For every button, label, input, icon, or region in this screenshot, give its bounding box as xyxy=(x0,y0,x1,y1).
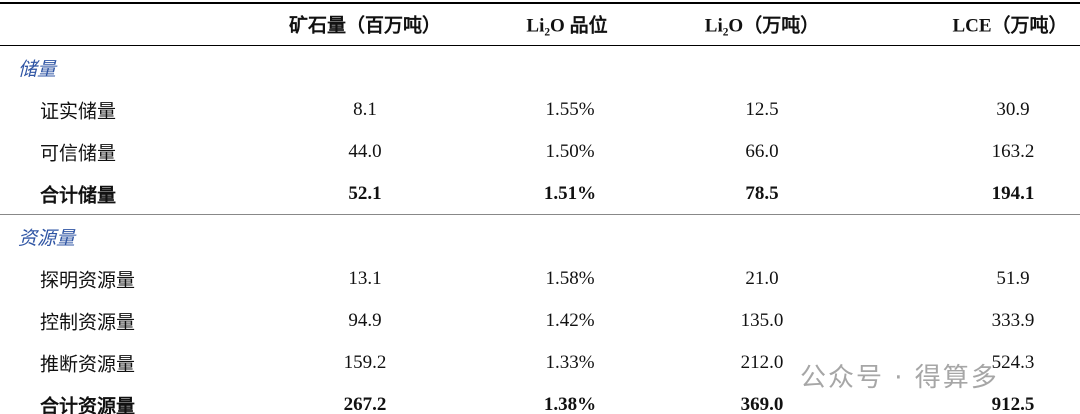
cell: 21.0 xyxy=(745,268,779,289)
cell: 333.9 xyxy=(991,310,1035,331)
row-label: 证实储量 xyxy=(40,101,117,123)
cell: 212.0 xyxy=(740,352,784,373)
watermark: 公众号 · 得算多 xyxy=(800,363,999,393)
row-label: 控制资源量 xyxy=(40,312,136,334)
cell: 163.2 xyxy=(991,141,1035,162)
row-label: 可信储量 xyxy=(40,143,117,165)
cell: 1.55% xyxy=(545,99,595,120)
row-label: 推断资源量 xyxy=(40,354,136,376)
cell: 66.0 xyxy=(745,141,779,162)
cell: 159.2 xyxy=(343,352,387,373)
cell: 1.58% xyxy=(545,268,595,289)
row-label: 合计储量 xyxy=(40,185,117,207)
section-rule xyxy=(0,214,1080,215)
section-title: 储量 xyxy=(18,59,57,81)
cell: 30.9 xyxy=(996,99,1030,120)
cell: 369.0 xyxy=(740,394,784,414)
cell: 267.2 xyxy=(343,394,387,414)
cell: 524.3 xyxy=(991,352,1035,373)
column-header: LCE（万吨） xyxy=(952,15,1068,37)
row-label: 合计资源量 xyxy=(40,396,136,414)
header-rule xyxy=(0,45,1080,46)
cell: 194.1 xyxy=(991,183,1035,204)
cell: 912.5 xyxy=(991,394,1035,414)
cell: 13.1 xyxy=(348,268,382,289)
column-header: Li₂O 品位 xyxy=(526,15,608,37)
cell: 1.38% xyxy=(543,394,597,414)
cell: 1.33% xyxy=(545,352,595,373)
column-header: Li₂O（万吨） xyxy=(704,15,820,37)
cell: 1.42% xyxy=(545,310,595,331)
cell: 94.9 xyxy=(348,310,382,331)
cell: 1.51% xyxy=(543,183,597,204)
column-header: 矿石量（百万吨） xyxy=(288,15,442,37)
cell: 1.50% xyxy=(545,141,595,162)
cell: 52.1 xyxy=(348,183,382,204)
cell: 8.1 xyxy=(353,99,377,120)
cell: 12.5 xyxy=(745,99,779,120)
section-title: 资源量 xyxy=(18,228,76,250)
top-rule xyxy=(0,2,1080,4)
row-label: 探明资源量 xyxy=(40,270,136,292)
cell: 44.0 xyxy=(348,141,382,162)
cell: 135.0 xyxy=(740,310,784,331)
cell: 78.5 xyxy=(745,183,779,204)
cell: 51.9 xyxy=(996,268,1030,289)
